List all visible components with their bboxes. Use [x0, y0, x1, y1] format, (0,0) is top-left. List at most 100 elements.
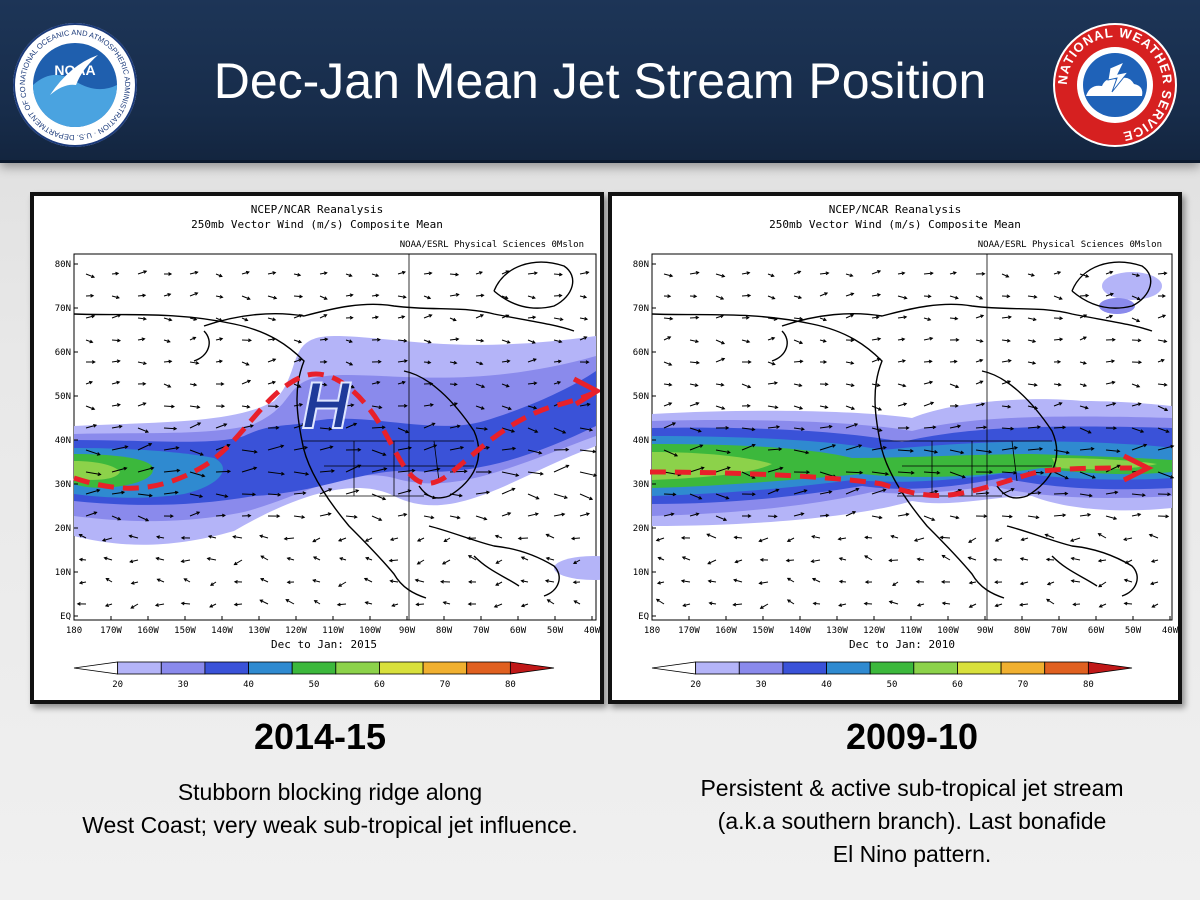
wind-vector-head: [954, 295, 959, 300]
wind-vector-head: [941, 554, 946, 559]
wind-vector-shaft: [267, 272, 276, 275]
wind-vector-shaft: [287, 557, 295, 561]
lon-label: 60W: [510, 626, 527, 636]
wind-vector-shaft: [527, 295, 536, 299]
colorbar-label: 60: [374, 680, 385, 690]
wind-vector-shaft: [371, 426, 385, 429]
wind-vector-head: [593, 473, 598, 477]
wind-vector-head: [312, 578, 317, 583]
wind-vector-head: [193, 382, 198, 387]
wind-vector-head: [485, 446, 490, 450]
wind-vector-shaft: [1124, 602, 1133, 605]
wind-vector-shaft: [923, 317, 931, 321]
wind-vector-head: [511, 487, 516, 492]
lat-label: 20N: [633, 524, 649, 534]
wind-vector-head: [546, 599, 551, 603]
wind-vector-shaft: [1079, 493, 1092, 497]
wind-vector-head: [1116, 464, 1121, 469]
wind-vector-head: [1113, 426, 1117, 431]
colorbar-segment: [957, 661, 1002, 675]
wind-vector-shaft: [293, 403, 303, 407]
wind-vector-head: [859, 470, 864, 475]
wind-vector-head: [1013, 446, 1019, 450]
wind-vector-head: [515, 473, 520, 477]
wind-vector-shaft: [449, 273, 459, 276]
wind-vector-shaft: [1079, 294, 1089, 297]
wind-vector-head: [232, 535, 237, 539]
wind-vector-shaft: [819, 491, 832, 495]
wind-vector-shaft: [995, 537, 1003, 542]
wind-vector-shaft: [365, 557, 373, 561]
wind-vector-head: [773, 514, 778, 519]
wind-vector-head: [1045, 557, 1050, 562]
wind-vector-head: [520, 556, 525, 560]
wind-vector-shaft: [975, 426, 987, 429]
lat-label: 70N: [55, 304, 71, 314]
wind-vector-head: [180, 559, 185, 563]
left-description-line: Stubborn blocking ridge along: [177, 779, 483, 805]
wind-vector-shaft: [104, 557, 113, 561]
lat-label: 10N: [55, 568, 71, 578]
wind-vector-shaft: [923, 337, 933, 341]
wind-vector-head: [810, 559, 815, 563]
wind-vector-head: [196, 511, 201, 515]
wind-vector-shaft: [449, 446, 464, 451]
wind-vector-head: [864, 580, 869, 584]
wind-vector-head: [218, 317, 223, 322]
wind-vector-shaft: [845, 511, 856, 517]
wind-vector-head: [391, 603, 396, 607]
wind-vector-shaft: [1157, 445, 1174, 451]
wind-vector-shaft: [501, 427, 515, 433]
wind-vector-head: [1160, 358, 1165, 363]
wind-vector-head: [878, 515, 883, 520]
wind-vector-head: [1046, 598, 1050, 603]
right-description: Persistent & active sub-tropical jet str…: [632, 772, 1192, 871]
wind-vector-shaft: [787, 577, 795, 583]
wind-vector-shaft: [1027, 426, 1041, 429]
wind-vector-shaft: [767, 467, 783, 473]
wind-vector-shaft: [1027, 361, 1036, 364]
wind-vector-head: [376, 337, 381, 342]
wind-vector-head: [512, 446, 517, 451]
wind-vector-head: [123, 466, 128, 471]
wind-vector-shaft: [215, 317, 222, 322]
lon-label: 180: [66, 626, 82, 636]
wind-vector-head: [1057, 360, 1062, 364]
wind-vector-head: [1082, 361, 1087, 365]
wind-vector-shaft: [995, 603, 1003, 607]
wind-vector-head: [259, 599, 264, 603]
wind-vector-head: [1006, 338, 1011, 343]
wind-vector-head: [655, 598, 660, 603]
wind-vector-shaft: [449, 470, 467, 473]
wind-vector-head: [1163, 382, 1168, 387]
colorbar-low-cap: [73, 661, 119, 675]
wind-vector-head: [1136, 273, 1141, 278]
wind-vector-head: [382, 452, 387, 456]
slide-header: NATIONAL OCEANIC AND ATMOSPHERIC ADMINIS…: [0, 0, 1200, 163]
colorbar-segment: [248, 661, 293, 675]
wind-vector-shaft: [793, 295, 802, 299]
wind-vector-head: [693, 294, 698, 299]
wind-vector-head: [994, 538, 999, 542]
wind-vector-head: [272, 317, 277, 322]
wind-vector-head: [1085, 274, 1090, 278]
wind-vector-head: [377, 359, 382, 364]
wind-vector-head: [667, 336, 672, 340]
wind-vector-shaft: [1021, 537, 1029, 541]
wind-vector-head: [1044, 533, 1049, 538]
lon-label: 100W: [359, 626, 381, 636]
wind-vector-shaft: [1001, 427, 1014, 430]
wind-vector-head: [771, 336, 776, 341]
wind-vector-shaft: [689, 339, 699, 343]
wind-vector-shaft: [449, 293, 459, 297]
wind-vector-shaft: [527, 339, 536, 344]
wind-vector-shaft: [767, 489, 779, 495]
wind-vector-shaft: [111, 491, 125, 495]
wind-vector-shaft: [574, 600, 581, 605]
wind-vector-head: [877, 337, 882, 341]
wind-vector-shaft: [111, 467, 127, 473]
wind-vector-shaft: [845, 488, 859, 495]
wind-vector-head: [156, 578, 161, 582]
colorbar-segment: [117, 661, 162, 675]
wind-vector-shaft: [293, 273, 301, 276]
